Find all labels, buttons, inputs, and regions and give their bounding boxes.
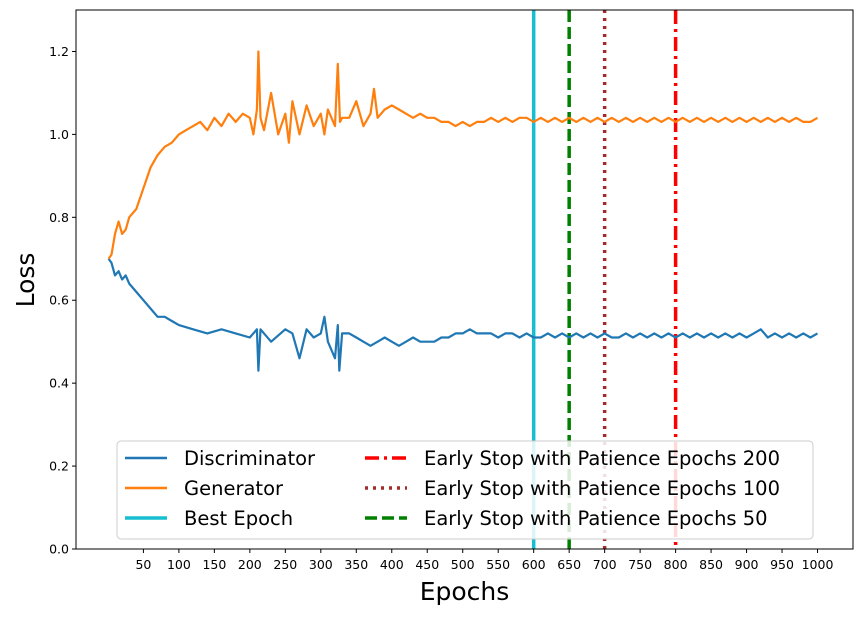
legend: Discriminator Generator Best Epoch Early… xyxy=(116,440,814,540)
x-tick-label: 750 xyxy=(628,557,652,572)
x-tick-label: 450 xyxy=(415,557,439,572)
x-tick-label: 1000 xyxy=(802,557,834,572)
y-tick-label: 1.0 xyxy=(49,127,69,142)
x-tick-label: 150 xyxy=(202,557,226,572)
series-layer xyxy=(107,50,819,372)
x-tick-label: 50 xyxy=(135,557,151,572)
x-tick-label: 950 xyxy=(770,557,794,572)
legend-label-generator: Generator xyxy=(184,477,284,500)
x-tick-label: 700 xyxy=(593,557,617,572)
y-tick-label: 0.4 xyxy=(49,376,69,391)
x-axis-label: Epochs xyxy=(420,577,510,606)
x-tick-label: 300 xyxy=(309,557,333,572)
x-tick-label: 100 xyxy=(167,557,191,572)
legend-label-patience-50: Early Stop with Patience Epochs 50 xyxy=(424,507,768,530)
y-tick-label: 0.6 xyxy=(49,293,69,308)
plot-frame xyxy=(75,9,854,550)
legend-label-discriminator: Discriminator xyxy=(184,447,316,470)
legend-label-patience-200: Early Stop with Patience Epochs 200 xyxy=(424,447,780,470)
x-tick-label: 250 xyxy=(273,557,297,572)
x-axis-ticks: 50 100 150 200 250 300 350 400 450 500 550 600 650 70… xyxy=(135,549,833,572)
x-tick-label: 800 xyxy=(664,557,688,572)
y-axis-label: Loss xyxy=(11,253,40,308)
x-tick-label: 350 xyxy=(344,557,368,572)
x-tick-label: 600 xyxy=(522,557,546,572)
x-tick-label: 400 xyxy=(380,557,404,572)
x-tick-label: 900 xyxy=(735,557,759,572)
y-tick-label: 0.0 xyxy=(49,542,69,557)
x-tick-label: 550 xyxy=(486,557,510,572)
y-tick-label: 0.2 xyxy=(49,459,69,474)
x-tick-label: 650 xyxy=(557,557,581,572)
y-tick-label: 0.8 xyxy=(49,210,69,225)
legend-box xyxy=(116,440,814,540)
x-tick-label: 200 xyxy=(238,557,262,572)
series-line-discriminator xyxy=(107,258,819,372)
series-line-generator xyxy=(107,50,819,260)
x-tick-label: 850 xyxy=(699,557,723,572)
x-tick-label: 500 xyxy=(451,557,475,572)
legend-label-patience-100: Early Stop with Patience Epochs 100 xyxy=(424,477,780,500)
y-tick-label: 1.2 xyxy=(49,44,69,59)
y-axis-ticks: 0.0 0.2 0.4 0.6 0.8 1.0 1.2 xyxy=(49,44,76,557)
legend-label-best-epoch: Best Epoch xyxy=(184,507,293,530)
